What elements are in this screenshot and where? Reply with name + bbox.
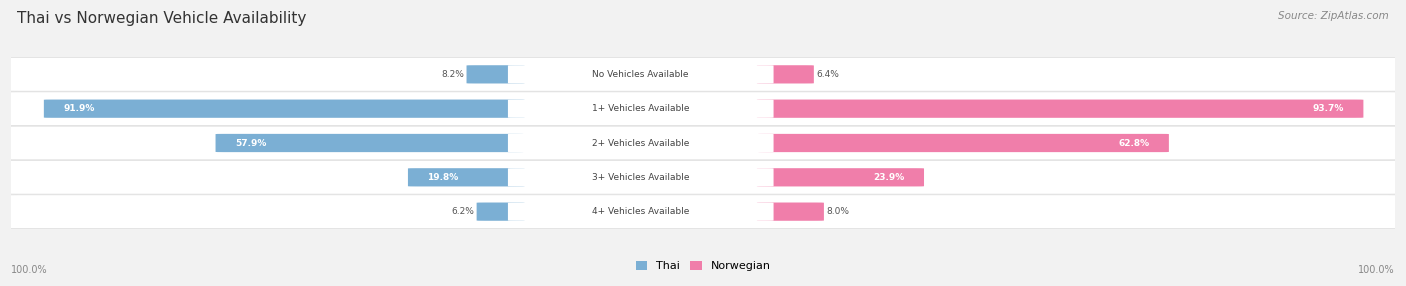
Text: 4+ Vehicles Available: 4+ Vehicles Available	[592, 207, 689, 216]
Text: 93.7%: 93.7%	[1313, 104, 1344, 113]
Text: Thai vs Norwegian Vehicle Availability: Thai vs Norwegian Vehicle Availability	[17, 11, 307, 26]
FancyBboxPatch shape	[4, 57, 1402, 91]
Text: 3+ Vehicles Available: 3+ Vehicles Available	[592, 173, 689, 182]
Legend: Thai, Norwegian: Thai, Norwegian	[636, 261, 770, 271]
Text: 100.0%: 100.0%	[1358, 265, 1395, 275]
FancyBboxPatch shape	[756, 65, 814, 84]
FancyBboxPatch shape	[756, 134, 1168, 152]
Text: 23.9%: 23.9%	[873, 173, 904, 182]
FancyBboxPatch shape	[508, 202, 773, 221]
FancyBboxPatch shape	[408, 168, 524, 186]
FancyBboxPatch shape	[508, 65, 773, 84]
Text: Source: ZipAtlas.com: Source: ZipAtlas.com	[1278, 11, 1389, 21]
Text: 62.8%: 62.8%	[1118, 138, 1150, 148]
Text: No Vehicles Available: No Vehicles Available	[592, 70, 689, 79]
FancyBboxPatch shape	[4, 160, 1402, 194]
FancyBboxPatch shape	[508, 168, 773, 186]
FancyBboxPatch shape	[4, 92, 1402, 126]
FancyBboxPatch shape	[508, 100, 773, 118]
Text: 100.0%: 100.0%	[11, 265, 48, 275]
Text: 6.4%: 6.4%	[817, 70, 839, 79]
Text: 57.9%: 57.9%	[235, 138, 266, 148]
FancyBboxPatch shape	[756, 202, 824, 221]
FancyBboxPatch shape	[756, 168, 924, 186]
FancyBboxPatch shape	[756, 100, 1364, 118]
Text: 1+ Vehicles Available: 1+ Vehicles Available	[592, 104, 689, 113]
Text: 6.2%: 6.2%	[451, 207, 474, 216]
Text: 8.2%: 8.2%	[441, 70, 464, 79]
Text: 8.0%: 8.0%	[827, 207, 849, 216]
FancyBboxPatch shape	[44, 100, 524, 118]
FancyBboxPatch shape	[467, 65, 524, 84]
FancyBboxPatch shape	[215, 134, 524, 152]
Text: 2+ Vehicles Available: 2+ Vehicles Available	[592, 138, 689, 148]
FancyBboxPatch shape	[4, 126, 1402, 160]
FancyBboxPatch shape	[508, 134, 773, 152]
Text: 91.9%: 91.9%	[63, 104, 94, 113]
FancyBboxPatch shape	[477, 202, 524, 221]
Text: 19.8%: 19.8%	[427, 173, 458, 182]
FancyBboxPatch shape	[4, 195, 1402, 229]
